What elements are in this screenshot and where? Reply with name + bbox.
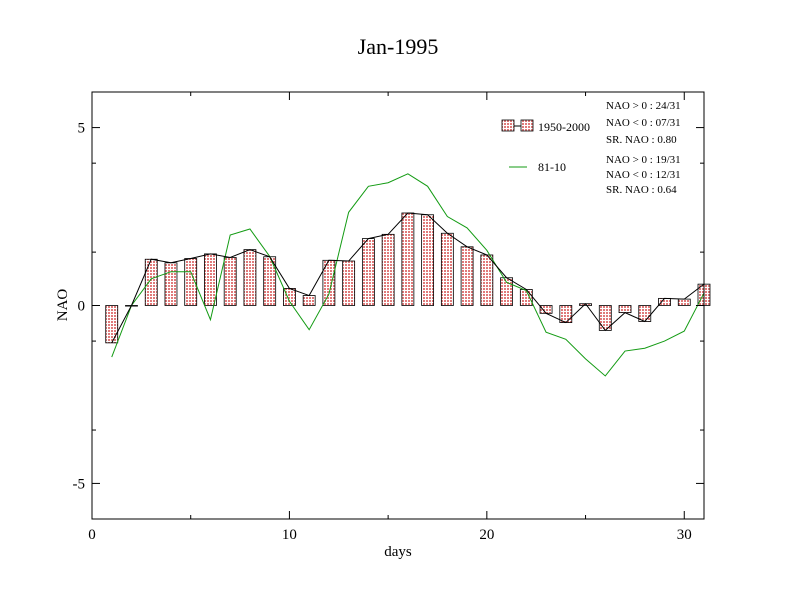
bar xyxy=(223,257,237,306)
chart-title: Jan-1995 xyxy=(358,34,439,59)
bar xyxy=(519,289,533,306)
legend-bar-swatch-left xyxy=(501,119,515,132)
bar xyxy=(243,249,257,306)
bar xyxy=(658,297,671,306)
bar xyxy=(204,253,217,306)
y-axis-label: NAO xyxy=(55,289,71,322)
bar-series xyxy=(105,212,711,344)
x-axis-label: days xyxy=(384,544,412,560)
series-line-81-10 xyxy=(111,173,705,377)
bar xyxy=(677,298,691,306)
stat-text: SR. NAO : 0.80 xyxy=(606,134,677,146)
bar xyxy=(302,295,316,306)
x-tick-label: 30 xyxy=(677,527,692,543)
bar xyxy=(164,262,178,306)
series-line-1950-2000 xyxy=(111,212,705,344)
bar xyxy=(381,233,395,306)
bar xyxy=(342,260,356,306)
y-tick-label: 0 xyxy=(78,299,86,315)
x-tick-label: 10 xyxy=(282,527,297,543)
stat-text: NAO < 0 : 07/31 xyxy=(606,117,681,129)
legend-item-81-10: 81-10 xyxy=(509,160,566,174)
legend-label-1950-2000: 1950-2000 xyxy=(538,120,590,134)
bar xyxy=(480,254,494,306)
stats-block: NAO > 0 : 24/31 NAO < 0 : 07/31 SR. NAO … xyxy=(606,100,681,196)
axes: 0 10 20 30 -5 0 5 xyxy=(73,92,704,543)
bar xyxy=(460,246,474,306)
legend: 1950-2000 81-10 xyxy=(501,119,590,174)
legend-item-1950-2000: 1950-2000 xyxy=(501,119,590,134)
x-tick-label: 20 xyxy=(479,527,494,543)
bar xyxy=(539,305,553,314)
bar xyxy=(144,258,158,306)
x-tick-label: 0 xyxy=(88,527,96,543)
bar xyxy=(440,232,454,306)
y-tick-label: -5 xyxy=(73,476,86,492)
bar xyxy=(105,305,119,344)
y-tick-label: 5 xyxy=(78,121,86,137)
stat-text: SR. NAO : 0.64 xyxy=(606,184,677,196)
bar xyxy=(618,305,632,314)
stat-text: NAO > 0 : 24/31 xyxy=(606,100,681,112)
bar xyxy=(361,238,375,306)
stat-text: NAO < 0 : 12/31 xyxy=(606,169,681,181)
line-series xyxy=(111,173,705,377)
bar xyxy=(421,214,435,306)
bar xyxy=(559,305,573,323)
bar xyxy=(401,212,415,306)
legend-label-81-10: 81-10 xyxy=(538,160,566,174)
stat-text: NAO > 0 : 19/31 xyxy=(606,154,681,166)
legend-bar-swatch-right xyxy=(520,119,534,132)
